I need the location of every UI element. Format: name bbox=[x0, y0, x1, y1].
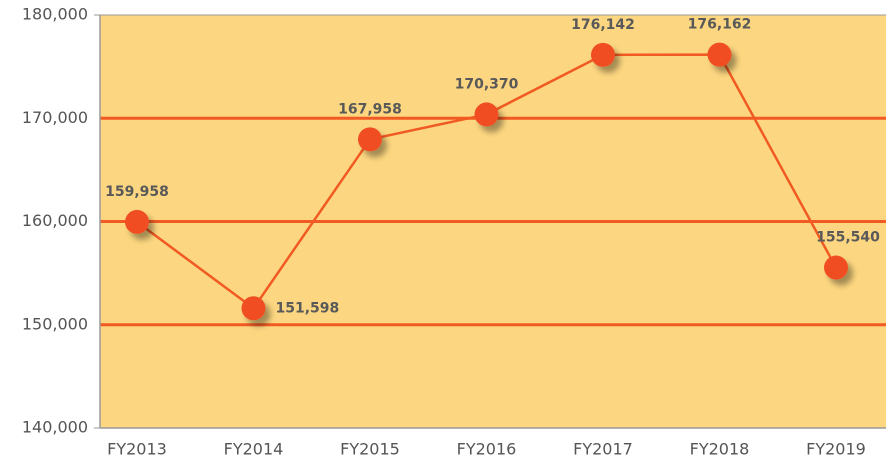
data-label: 170,370 bbox=[455, 76, 519, 92]
x-tick-label: FY2019 bbox=[806, 440, 866, 459]
data-label: 151,598 bbox=[276, 300, 340, 316]
x-tick-label: FY2018 bbox=[690, 440, 750, 459]
x-tick-label: FY2017 bbox=[573, 440, 633, 459]
data-label: 167,958 bbox=[338, 101, 402, 117]
y-tick-label: 170,000 bbox=[22, 108, 88, 127]
data-label: 155,540 bbox=[816, 230, 880, 246]
y-tick-label: 160,000 bbox=[22, 211, 88, 230]
marker bbox=[241, 296, 266, 321]
x-tick-label: FY2014 bbox=[224, 440, 284, 459]
x-tick-label: FY2013 bbox=[107, 440, 167, 459]
marker bbox=[358, 127, 382, 152]
y-tick-label: 140,000 bbox=[22, 418, 88, 437]
data-label: 159,958 bbox=[105, 184, 169, 200]
marker bbox=[591, 42, 615, 67]
y-tick-label: 180,000 bbox=[22, 5, 88, 24]
data-label: 176,162 bbox=[688, 17, 752, 33]
x-tick-label: FY2015 bbox=[340, 440, 400, 459]
y-tick-label: 150,000 bbox=[22, 314, 88, 333]
marker bbox=[474, 102, 499, 127]
marker bbox=[125, 209, 149, 234]
data-label: 176,142 bbox=[571, 17, 635, 33]
marker bbox=[707, 42, 732, 67]
marker bbox=[824, 255, 848, 280]
x-tick-label: FY2016 bbox=[457, 440, 517, 459]
